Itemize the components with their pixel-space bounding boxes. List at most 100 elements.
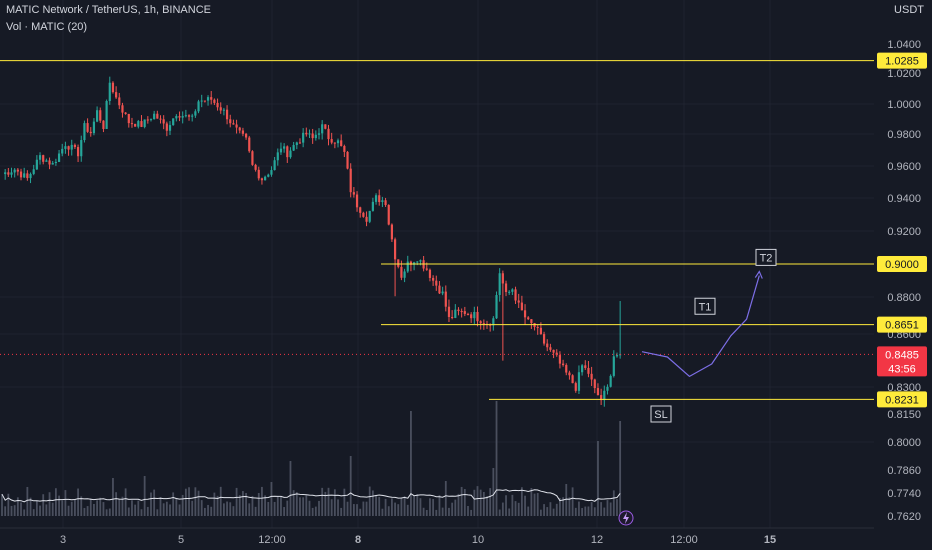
- volume-bar: [80, 496, 83, 516]
- volume-bar: [200, 500, 203, 516]
- volume-bar: [159, 497, 162, 516]
- time-tick-label: 8: [355, 534, 361, 546]
- candle-body: [577, 372, 581, 391]
- volume-bar: [131, 500, 133, 516]
- volume-bar: [346, 501, 349, 516]
- level-tag-label: 0.9000: [885, 259, 919, 271]
- volume-bar: [349, 456, 352, 516]
- candle-body: [121, 105, 124, 113]
- volume-bar: [314, 506, 317, 516]
- volume-bar: [64, 490, 67, 516]
- volume-bar: [593, 507, 596, 516]
- volume-bar: [257, 492, 260, 516]
- annotation-box: [694, 297, 716, 315]
- volume-bar: [540, 509, 542, 516]
- candle-body: [168, 125, 172, 131]
- volume-bar: [549, 502, 552, 516]
- volume-bar: [362, 501, 365, 516]
- volume-bar: [299, 497, 301, 516]
- candle-body: [333, 142, 336, 144]
- volume-bar: [505, 495, 507, 516]
- candle-body: [435, 280, 438, 286]
- annotation-label: T1: [699, 301, 712, 313]
- candle-body: [26, 173, 29, 179]
- candle-body: [495, 295, 498, 319]
- volume-bar: [419, 498, 422, 516]
- volume-bar: [261, 486, 263, 516]
- price-tick-label: 1.0400: [887, 39, 921, 51]
- candle-body: [51, 163, 54, 165]
- volume-bar: [242, 491, 244, 516]
- level-tag: [877, 256, 927, 272]
- candle-body: [70, 144, 73, 150]
- volume-bar: [305, 495, 308, 516]
- volume-bar: [124, 488, 127, 516]
- price-tick-label: 0.8000: [887, 437, 921, 449]
- time-tick-label: 15: [764, 534, 776, 546]
- volume-bar: [555, 503, 558, 516]
- candle-body: [130, 123, 134, 125]
- volume-bar: [58, 495, 60, 516]
- candle-body: [286, 146, 289, 158]
- volume-bar: [597, 441, 599, 516]
- candle-body: [346, 151, 349, 169]
- candle-body: [561, 363, 565, 366]
- candle-body: [365, 216, 368, 222]
- volume-bar: [448, 507, 450, 516]
- volume-bar: [115, 492, 118, 516]
- volume-bar: [581, 508, 584, 516]
- volume-bar: [210, 506, 213, 516]
- candle-body: [96, 110, 99, 122]
- candle-body: [492, 318, 495, 326]
- candle-body: [321, 124, 324, 134]
- candle-body: [457, 309, 460, 312]
- candle-body: [327, 128, 330, 140]
- volume-bar: [489, 488, 492, 516]
- candle-body: [16, 169, 19, 172]
- volume-bar: [238, 495, 241, 516]
- candle-body: [216, 102, 219, 108]
- level-tag-label: 0.8651: [885, 320, 919, 332]
- last-price-label: 0.8485: [885, 349, 919, 361]
- volume-bar: [365, 501, 368, 516]
- candle-body: [612, 356, 615, 376]
- candle-body: [118, 97, 121, 106]
- candle-body: [257, 169, 260, 179]
- candle-body: [511, 289, 514, 292]
- candle-body: [352, 192, 355, 195]
- volume-bar: [4, 506, 7, 516]
- volume-bar: [39, 505, 41, 516]
- candle-body: [581, 365, 584, 373]
- candle-body: [298, 142, 302, 144]
- candle-body: [19, 171, 23, 178]
- volume-bar: [108, 508, 111, 516]
- candle-body: [403, 271, 406, 278]
- volume-bar: [118, 499, 121, 516]
- volume-bar: [35, 500, 38, 516]
- volume-bar: [600, 502, 603, 516]
- candle-body: [574, 383, 577, 391]
- price-tick-label: 0.9600: [887, 161, 921, 173]
- candle-body: [609, 375, 612, 387]
- candle-body: [38, 155, 42, 160]
- candle-body: [473, 311, 476, 319]
- candle-body: [400, 266, 403, 278]
- annotation-box: [650, 405, 672, 423]
- candle-body: [42, 155, 45, 162]
- volume-bar: [140, 509, 143, 516]
- candle-body: [191, 115, 194, 117]
- candle-body: [489, 324, 492, 326]
- volume-bar: [232, 506, 235, 516]
- candle-body: [517, 300, 520, 303]
- candle-body: [571, 375, 574, 384]
- candle-body: [587, 367, 590, 374]
- volume-bar: [337, 499, 339, 516]
- candle-body: [92, 121, 96, 134]
- volume-bar: [153, 489, 156, 516]
- candle-body: [409, 261, 413, 265]
- candle-body: [336, 140, 340, 144]
- candle-body: [498, 273, 501, 296]
- candle-body: [393, 239, 397, 260]
